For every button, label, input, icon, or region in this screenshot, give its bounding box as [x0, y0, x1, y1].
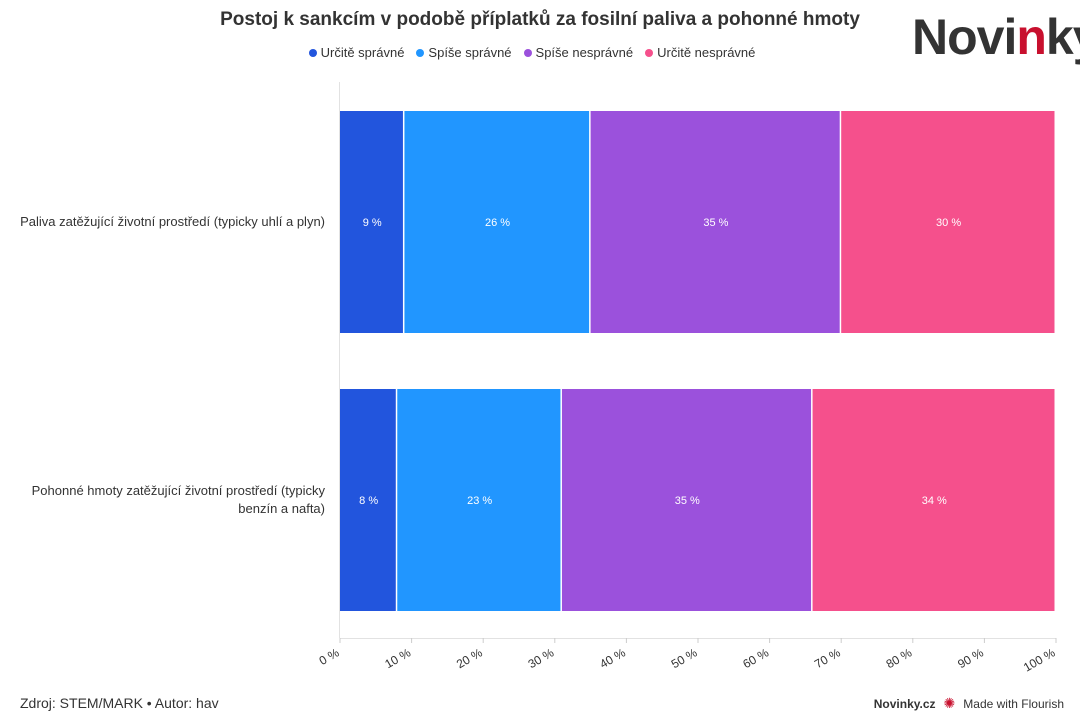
legend-swatch [308, 48, 317, 57]
made-with-flourish-link[interactable]: Made with Flourish [963, 696, 1064, 711]
x-tick-label: 80 % [884, 645, 915, 671]
data-label: 26 % [485, 217, 510, 229]
legend-label: Určitě správné [320, 45, 405, 60]
legend-label: Určitě nesprávné [657, 45, 756, 60]
legend-label: Spíše nesprávné [535, 45, 634, 60]
x-tick-label: 0 % [317, 645, 342, 668]
legend-label: Spíše správné [428, 45, 512, 60]
chart-legend: Určitě správné Spíše správné Spíše nespráv… [0, 45, 1064, 60]
bar-segment[interactable] [340, 111, 403, 333]
legend-item: Určitě nesprávné [645, 45, 755, 60]
x-tick-label: 60 % [740, 645, 771, 671]
x-tick-label: 50 % [669, 645, 700, 671]
data-label: 9 % [363, 217, 382, 229]
legend-item: Určitě správné [308, 45, 405, 60]
category-label: Pohonné hmoty zatěžující životní prostře… [31, 483, 325, 516]
data-label: 30 % [936, 217, 961, 229]
legend-item: Spíše nesprávné [523, 45, 634, 60]
bar-segment[interactable] [340, 389, 396, 611]
legend-swatch [416, 48, 425, 57]
bar-segment[interactable] [590, 111, 840, 333]
x-tick-label: 20 % [454, 645, 485, 671]
legend-swatch [523, 48, 532, 57]
legend-item: Spíše správné [416, 45, 512, 60]
x-tick-label: 100 % [1021, 645, 1058, 674]
footer-credits: Novinky.cz ✺ Made with Flourish [874, 695, 1064, 712]
data-label: 8 % [359, 495, 378, 507]
source-note: Zdroj: STEM/MARK • Autor: hav [20, 695, 219, 711]
legend-swatch [645, 48, 654, 57]
bar-segment[interactable] [561, 389, 812, 611]
chart-title: Postoj k sankcím v podobě příplatků za f… [220, 9, 860, 30]
bar-segment[interactable] [812, 389, 1055, 611]
data-label: 23 % [467, 495, 492, 507]
x-tick-label: 70 % [812, 645, 843, 671]
footer-brand[interactable]: Novinky.cz [873, 696, 936, 711]
bar-segment[interactable] [404, 111, 590, 333]
category-label: Paliva zatěžující životní prostředí (typ… [20, 214, 325, 229]
bar-segment[interactable] [397, 389, 561, 611]
bar-segment[interactable] [841, 111, 1055, 333]
flourish-icon: ✺ [943, 695, 956, 711]
data-label: 35 % [675, 495, 700, 507]
x-tick-label: 40 % [597, 645, 628, 671]
data-label: 34 % [922, 495, 947, 507]
x-tick-label: 10 % [382, 645, 413, 671]
x-tick-label: 30 % [526, 645, 557, 671]
data-label: 35 % [703, 217, 728, 229]
x-tick-label: 90 % [955, 645, 986, 671]
novinky-logo: Novinky [912, 9, 1080, 65]
